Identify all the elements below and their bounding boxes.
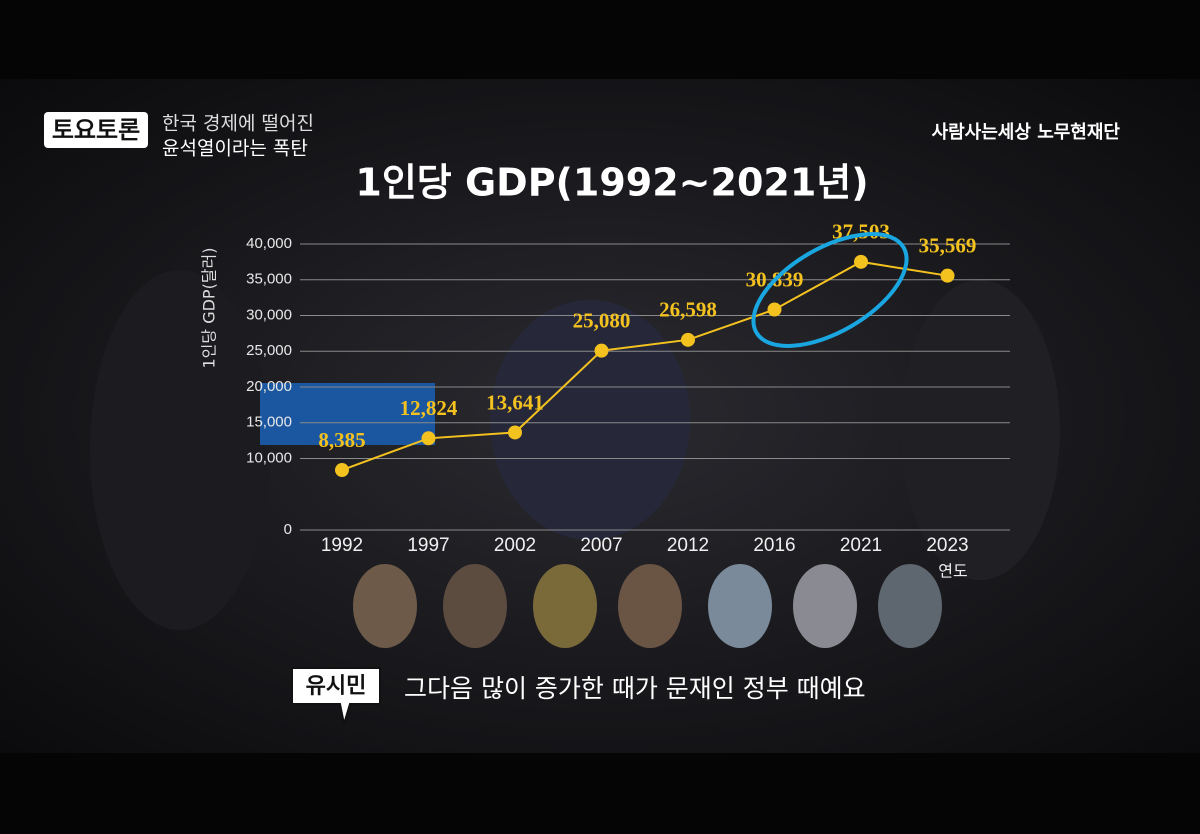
x-tick-label: 2021: [840, 535, 882, 556]
y-tick-label: 20,000: [246, 378, 292, 395]
y-tick-label: 30,000: [246, 306, 292, 323]
point: [681, 332, 695, 347]
point: [508, 425, 522, 440]
y-tick-label: 10,000: [246, 449, 292, 466]
portrait: [618, 564, 682, 648]
speaker: 유시민: [306, 674, 367, 699]
x-tick-label: 1992: [321, 535, 363, 556]
speaker-bubble: [291, 667, 381, 725]
highlight-ellipse: [751, 232, 909, 348]
point: [767, 302, 782, 317]
portrait: [793, 564, 857, 648]
x-tick-label: 2023: [926, 535, 968, 556]
value-label: 35,569: [919, 233, 977, 257]
x-tick-label: 2002: [494, 535, 536, 556]
y-axis-label: 1인당 GDP(달러): [200, 248, 219, 369]
x-tick-label: 2012: [667, 535, 709, 556]
value-label: 13,641: [486, 390, 544, 414]
x-tick-label: 1997: [407, 535, 449, 556]
topic: 윤석열이라는 폭탄: [162, 138, 308, 160]
y-tick-label: 0: [284, 521, 292, 538]
logo: 토요토론: [52, 116, 140, 144]
portrait: [533, 564, 597, 648]
blue-highlight: [260, 383, 435, 445]
point: [854, 254, 868, 269]
x-tick-label: 2007: [580, 535, 622, 556]
value-label: 25,080: [573, 308, 631, 332]
y-tick-label: 40,000: [246, 235, 292, 252]
portrait: [353, 564, 417, 648]
y-tick-label: 35,000: [246, 271, 292, 288]
blurred-person: [90, 270, 270, 630]
portrait: [878, 564, 942, 648]
line: [341, 260, 948, 471]
y-tick-label: 15,000: [246, 414, 292, 431]
x-axis-label: 연도: [938, 562, 967, 581]
value-label: 8,385: [318, 428, 365, 452]
x-tick-label: 2016: [753, 535, 795, 556]
chart-title: 1인당 GDP(1992~2021년): [355, 161, 868, 205]
value-label: 26,598: [659, 298, 717, 322]
logo-box: [44, 112, 148, 148]
subtitle: 그다음 많이 증가한 때가 문재인 정부 때예요: [404, 674, 866, 703]
point: [335, 463, 349, 478]
portraits: [353, 564, 942, 648]
point: [421, 431, 436, 446]
point: [940, 268, 955, 283]
portrait: [708, 564, 772, 648]
topic: 한국 경제에 떨어진: [162, 113, 314, 135]
blurred-person: [900, 280, 1060, 580]
value-label: 12,824: [400, 396, 458, 420]
blurred-person: [490, 300, 690, 540]
y-tick-label: 25,000: [246, 342, 292, 359]
point: [594, 343, 609, 358]
portrait: [443, 564, 507, 648]
foundation-logo: 사람사는세상 노무현재단: [932, 122, 1121, 143]
